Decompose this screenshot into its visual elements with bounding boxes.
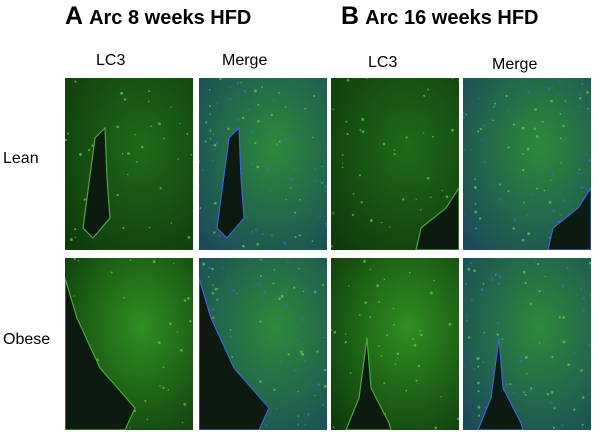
column-label-b-merge: Merge — [492, 56, 538, 73]
micrograph-a-lc3-lean — [65, 78, 193, 250]
panel-a-title-text: Arc 8 weeks HFD — [89, 7, 252, 29]
panel-a-title: A Arc 8 weeks HFD — [65, 2, 251, 31]
micrograph-b-lc3-obese — [331, 258, 459, 430]
panel-a-letter: A — [65, 2, 84, 30]
row-label-lean: Lean — [3, 150, 39, 167]
micrograph-a-lc3-obese — [65, 258, 193, 430]
panel-b-title: B Arc 16 weeks HFD — [341, 2, 538, 31]
column-label-a-merge: Merge — [222, 52, 268, 69]
micrograph-b-merge-obese — [463, 258, 591, 430]
column-label-a-lc3: LC3 — [96, 52, 126, 69]
micrograph-a-merge-lean — [199, 78, 327, 250]
panel-b-letter: B — [341, 2, 360, 30]
micrograph-b-merge-lean — [463, 78, 591, 250]
row-label-obese: Obese — [3, 331, 51, 348]
panel-b-title-text: Arc 16 weeks HFD — [365, 7, 539, 29]
column-label-b-lc3: LC3 — [368, 54, 398, 71]
micrograph-b-lc3-lean — [331, 78, 459, 250]
micrograph-a-merge-obese — [199, 258, 327, 430]
